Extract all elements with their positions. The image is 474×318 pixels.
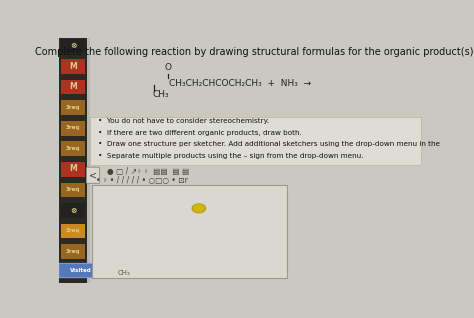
Text: M: M — [69, 164, 77, 173]
FancyBboxPatch shape — [92, 185, 287, 278]
FancyBboxPatch shape — [61, 203, 84, 218]
FancyBboxPatch shape — [61, 183, 84, 197]
Bar — [59, 38, 87, 283]
FancyBboxPatch shape — [61, 121, 84, 135]
Text: CH₃CH₂CHCOCH₂CH₃  +  NH₃  →: CH₃CH₂CHCOCH₂CH₃ + NH₃ → — [169, 79, 311, 88]
Text: 3req: 3req — [66, 187, 80, 192]
FancyBboxPatch shape — [86, 167, 100, 183]
Text: <: < — [89, 170, 97, 180]
FancyBboxPatch shape — [61, 59, 84, 74]
FancyBboxPatch shape — [61, 39, 84, 53]
Circle shape — [192, 204, 205, 213]
Text: ⊗: ⊗ — [70, 205, 76, 215]
Text: •  Draw one structure per sketcher. Add additional sketchers using the drop-down: • Draw one structure per sketcher. Add a… — [98, 142, 440, 148]
Circle shape — [194, 205, 204, 212]
FancyBboxPatch shape — [61, 224, 84, 238]
Text: 3req: 3req — [66, 146, 80, 151]
Text: 3req: 3req — [66, 249, 80, 254]
Text: Visited: Visited — [70, 268, 91, 273]
FancyBboxPatch shape — [61, 162, 84, 177]
Text: ● ▢ / ↗◦ ◦  ▤▤  ▤ ▤: ● ▢ / ↗◦ ◦ ▤▤ ▤ ▤ — [107, 167, 189, 176]
Text: •  If there are two different organic products, draw both.: • If there are two different organic pro… — [98, 130, 301, 136]
FancyBboxPatch shape — [59, 263, 103, 278]
Text: CH₃: CH₃ — [117, 270, 130, 276]
Text: • ◦ • / / / / / • ○□○ • ⊡r: • ◦ • / / / / / • ○□○ • ⊡r — [96, 176, 188, 185]
Text: Complete the following reaction by drawing structural formulas for the organic p: Complete the following reaction by drawi… — [35, 47, 474, 57]
Text: ⊗: ⊗ — [70, 41, 76, 50]
FancyBboxPatch shape — [91, 116, 421, 165]
Text: •  Separate multiple products using the – sign from the drop-down menu.: • Separate multiple products using the –… — [98, 153, 364, 159]
Text: M: M — [69, 62, 77, 71]
FancyBboxPatch shape — [61, 100, 84, 115]
Text: 3req: 3req — [66, 105, 80, 110]
FancyBboxPatch shape — [61, 80, 84, 94]
Text: M: M — [69, 82, 77, 91]
FancyBboxPatch shape — [61, 142, 84, 156]
Text: 3req: 3req — [66, 228, 80, 233]
Text: O: O — [164, 63, 171, 73]
Text: 3req: 3req — [66, 125, 80, 130]
Text: •  You do not have to consider stereochemistry.: • You do not have to consider stereochem… — [98, 118, 269, 124]
FancyBboxPatch shape — [61, 244, 84, 259]
Bar — [87, 38, 90, 283]
Text: CH₃: CH₃ — [153, 90, 170, 99]
